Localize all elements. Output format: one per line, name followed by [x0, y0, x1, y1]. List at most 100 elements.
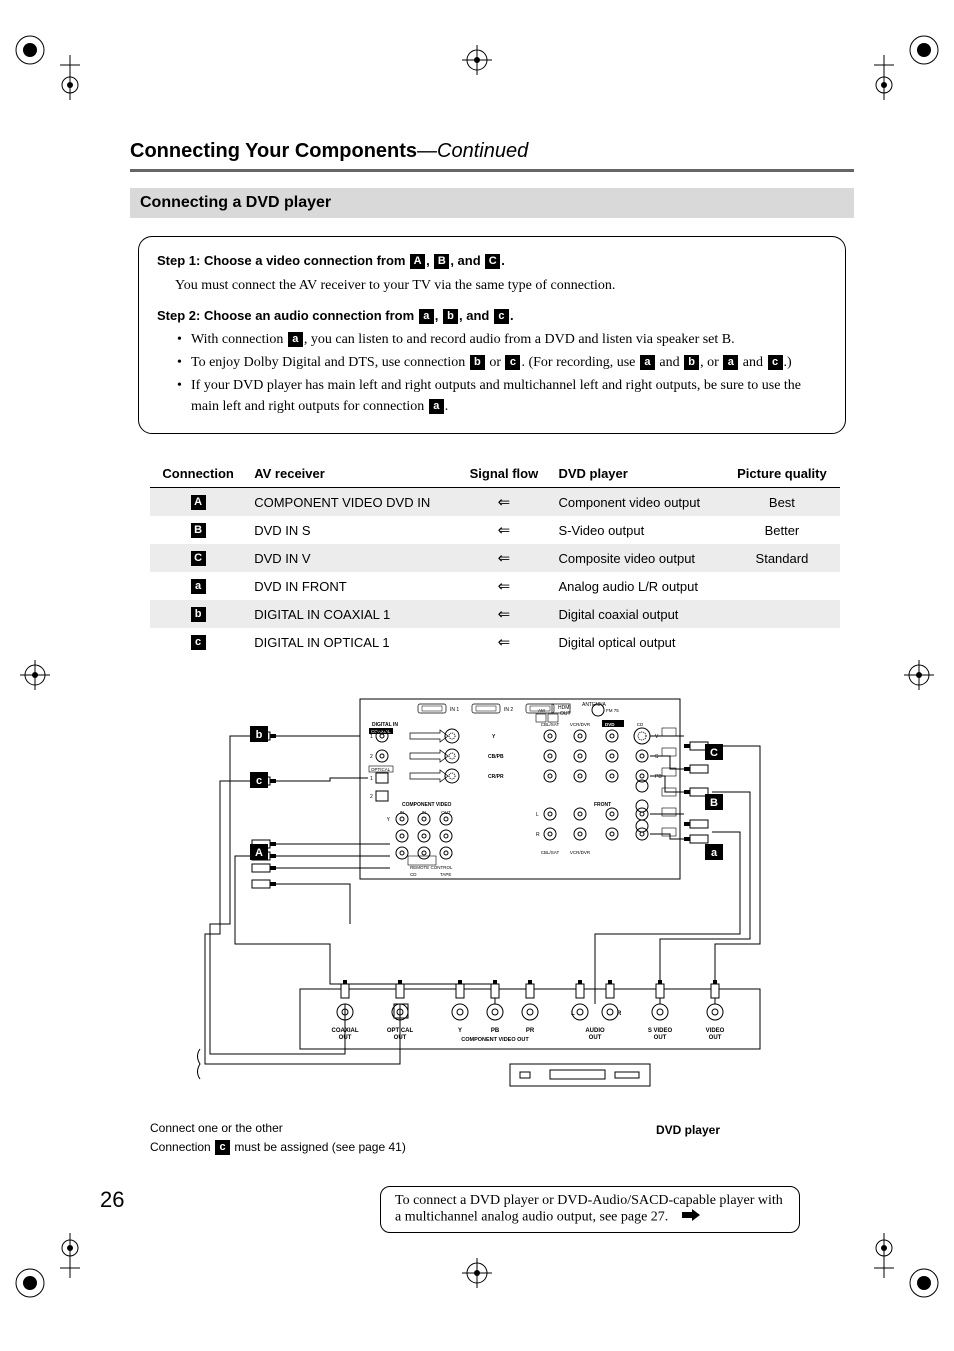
svg-text:1: 1: [370, 776, 373, 782]
svg-text:R: R: [617, 1011, 622, 1017]
dvd-player-label: DVD player: [656, 1123, 720, 1137]
page-number: 26: [100, 1187, 124, 1213]
svg-text:DIGITAL IN: DIGITAL IN: [372, 722, 398, 728]
table-row: bDIGITAL IN COAXIAL 1⇐Digital coaxial ou…: [150, 600, 840, 628]
svg-text:V: V: [655, 734, 659, 740]
title-rule: [130, 169, 854, 172]
badge-a: a: [288, 332, 303, 347]
step2-bullet: With connection a, you can listen to and…: [177, 329, 827, 350]
svg-text:CB/PB: CB/PB: [488, 754, 504, 760]
connection-diagram: HDMIIN 1IN 2OUTDIGITAL INCOAXIAL12OPTICA…: [150, 684, 840, 1156]
col-signal-flow: Signal flow: [457, 460, 550, 488]
svg-text:b: b: [256, 729, 263, 741]
svg-text:AM: AM: [538, 708, 545, 713]
badge-c: c: [505, 355, 520, 370]
svg-text:R: R: [536, 832, 540, 838]
step2-bullet: If your DVD player has main left and rig…: [177, 375, 827, 417]
badge-c: c: [494, 309, 509, 324]
badge-B: B: [434, 254, 449, 269]
table-row: CDVD IN V⇐Composite video outputStandard: [150, 544, 840, 572]
cell-arrow: ⇐: [457, 516, 550, 544]
badge-c: c: [191, 635, 206, 650]
svg-text:CBL/SAT: CBL/SAT: [541, 722, 560, 727]
cell-quality: [724, 572, 840, 600]
cell-arrow: ⇐: [457, 544, 550, 572]
badge-A: A: [410, 254, 425, 269]
cell-player: S-Video output: [550, 516, 723, 544]
svg-text:OUT: OUT: [709, 1035, 722, 1041]
cell-receiver: DVD IN FRONT: [246, 572, 457, 600]
badge-C: C: [485, 254, 500, 269]
svg-text:CD: CD: [410, 872, 417, 877]
col-av-receiver: AV receiver: [246, 460, 457, 488]
col-dvd-player: DVD player: [550, 460, 723, 488]
badge-A: A: [191, 495, 206, 510]
col-picture-quality: Picture quality: [724, 460, 840, 488]
section-heading: Connecting a DVD player: [130, 188, 854, 218]
svg-text:S VIDEO: S VIDEO: [648, 1028, 673, 1034]
svg-text:OPTICAL: OPTICAL: [371, 767, 391, 772]
svg-text:Y: Y: [387, 817, 391, 823]
badge-c-note: c: [215, 1140, 230, 1155]
svg-text:DVD: DVD: [605, 722, 615, 727]
page-title: Connecting Your Components—Continued: [130, 140, 854, 163]
step1-body: You must connect the AV receiver to your…: [175, 275, 827, 296]
cell-player: Digital coaxial output: [550, 600, 723, 628]
svg-text:OUT: OUT: [394, 1035, 407, 1041]
svg-text:REMOTE CONTROL: REMOTE CONTROL: [410, 865, 453, 870]
svg-text:B: B: [710, 797, 718, 809]
svg-text:C: C: [710, 747, 718, 759]
badge-a: a: [429, 399, 444, 414]
cell-receiver: DVD IN S: [246, 516, 457, 544]
table-row: ACOMPONENT VIDEO DVD IN⇐Component video …: [150, 488, 840, 517]
cell-player: Component video output: [550, 488, 723, 517]
badge-C: C: [191, 551, 206, 566]
svg-text:IN 2: IN 2: [504, 707, 513, 713]
svg-text:2: 2: [370, 794, 373, 800]
svg-text:VIDEO: VIDEO: [706, 1028, 725, 1034]
title-continued: —Continued: [417, 140, 528, 162]
svg-text:OUT: OUT: [654, 1035, 667, 1041]
cell-arrow: ⇐: [457, 488, 550, 517]
badge-b: b: [684, 355, 699, 370]
svg-text:1: 1: [370, 734, 373, 740]
svg-text:FRONT: FRONT: [594, 802, 611, 808]
badge-b: b: [443, 309, 458, 324]
svg-text:a: a: [711, 847, 718, 859]
svg-text:Y: Y: [458, 1028, 462, 1034]
step2-bullet: To enjoy Dolby Digital and DTS, use conn…: [177, 352, 827, 373]
reference-note-box: To connect a DVD player or DVD-Audio/SAC…: [380, 1186, 800, 1233]
table-header-row: Connection AV receiver Signal flow DVD p…: [150, 460, 840, 488]
col-connection: Connection: [150, 460, 246, 488]
badge-b: b: [191, 607, 206, 622]
badge-B: B: [191, 523, 206, 538]
cell-player: Digital optical output: [550, 628, 723, 656]
cell-arrow: ⇐: [457, 628, 550, 656]
note-line1: Connect one or the other: [150, 1119, 406, 1138]
note-line2: Connection c must be assigned (see page …: [150, 1138, 406, 1157]
svg-text:VCR/DVR: VCR/DVR: [570, 722, 591, 727]
table-row: B DVD IN S⇐S-Video outputBetter: [150, 516, 840, 544]
svg-text:AUDIO: AUDIO: [585, 1028, 605, 1034]
badge-b: b: [470, 355, 485, 370]
cell-player: Composite video output: [550, 544, 723, 572]
cell-player: Analog audio L/R output: [550, 572, 723, 600]
svg-text:PB: PB: [655, 774, 662, 780]
svg-text:L: L: [571, 1011, 575, 1017]
cell-arrow: ⇐: [457, 572, 550, 600]
svg-text:CBL/SAT: CBL/SAT: [541, 850, 560, 855]
svg-text:2: 2: [370, 754, 373, 760]
badge-a: a: [723, 355, 738, 370]
svg-text:TAPE: TAPE: [440, 872, 451, 877]
svg-text:COAXIAL: COAXIAL: [332, 1028, 359, 1034]
cell-receiver: DIGITAL IN COAXIAL 1: [246, 600, 457, 628]
svg-text:OUT: OUT: [560, 711, 571, 717]
svg-text:L: L: [536, 812, 539, 818]
table-row: cDIGITAL IN OPTICAL 1⇐Digital optical ou…: [150, 628, 840, 656]
svg-text:c: c: [256, 775, 262, 787]
svg-text:OPTICAL: OPTICAL: [387, 1028, 414, 1034]
cell-quality: Better: [724, 516, 840, 544]
svg-text:COMPONENT VIDEO: COMPONENT VIDEO: [402, 802, 452, 808]
svg-text:IN 1: IN 1: [450, 707, 459, 713]
badge-a: a: [191, 579, 206, 594]
